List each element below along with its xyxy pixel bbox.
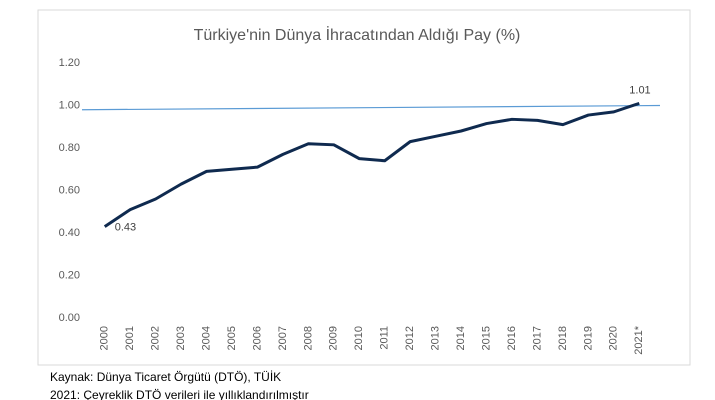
- x-tick-label: 2006: [251, 326, 263, 350]
- source-note: Kaynak: Dünya Ticaret Örgütü (DTÖ), TÜİK: [50, 370, 281, 384]
- y-tick-label: 0.20: [59, 269, 80, 281]
- data-line: [103, 101, 640, 228]
- y-tick-label: 1.00: [59, 99, 80, 111]
- x-tick-label: 2017: [531, 326, 543, 350]
- x-tick-label: 2012: [404, 326, 416, 350]
- y-tick-label: 1.20: [59, 57, 80, 69]
- x-tick-label: 2007: [277, 326, 289, 350]
- x-tick-label: 2019: [582, 326, 594, 350]
- x-tick-label: 2009: [328, 326, 340, 350]
- x-tick-label: 2020: [608, 326, 620, 350]
- x-tick-label: 2004: [200, 326, 212, 350]
- x-tick-label: 2016: [506, 326, 518, 350]
- x-tick-label: 2002: [150, 326, 162, 350]
- x-tick-label: 2021*: [633, 325, 645, 354]
- chart-frame: [37, 9, 691, 366]
- x-tick-label: 2014: [455, 326, 467, 350]
- y-tick-label: 0.80: [59, 142, 80, 154]
- data-label: 0.43: [115, 222, 136, 234]
- trend-line: [81, 104, 661, 111]
- chart-title: Türkiye'nin Dünya İhracatından Aldığı Pa…: [194, 25, 521, 44]
- x-tick-label: 2010: [353, 326, 365, 350]
- x-tick-label: 2001: [124, 326, 136, 350]
- x-tick-label: 2015: [480, 326, 492, 350]
- data-label: 1.01: [629, 84, 650, 96]
- x-tick-label: 2005: [226, 326, 238, 350]
- y-tick-label: 0.60: [59, 184, 80, 196]
- x-tick-label: 2018: [557, 326, 569, 350]
- x-tick-label: 2000: [99, 326, 111, 350]
- footnote: 2021: Çeyreklik DTÖ verileri ile yıllıkl…: [50, 388, 309, 400]
- x-tick-label: 2008: [302, 326, 314, 350]
- y-tick-label: 0.40: [59, 227, 80, 239]
- y-tick-label: 0.00: [59, 312, 80, 324]
- x-tick-label: 2011: [379, 326, 391, 350]
- x-tick-label: 2003: [175, 326, 187, 350]
- x-tick-label: 2013: [430, 326, 442, 350]
